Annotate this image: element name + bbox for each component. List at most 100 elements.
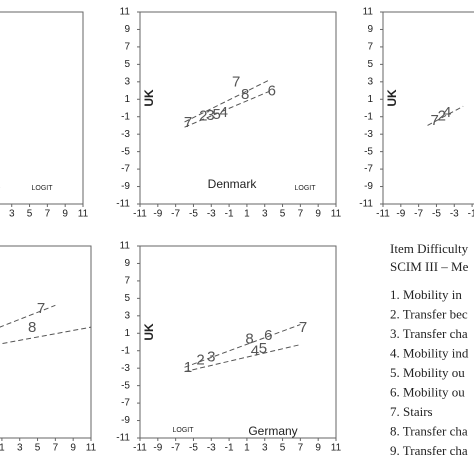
y-tick-label: 3: [367, 76, 373, 87]
legend-subtitle: SCIM III – Me: [390, 259, 469, 274]
y-tick-label: 5: [367, 59, 373, 70]
y-tick-label: 9: [124, 258, 130, 269]
y-tick-label: 1: [124, 94, 130, 105]
y-tick-label: 7: [124, 42, 130, 53]
item-point: 7: [184, 114, 192, 131]
legend-title: Item Difficulty: [390, 241, 469, 256]
x-axis-label: LOGIT: [294, 185, 316, 192]
x-tick-label: 11: [331, 209, 342, 220]
y-tick-label: 7: [367, 42, 373, 53]
x-tick-label: -3: [207, 443, 216, 454]
item-point: 8: [241, 86, 249, 103]
y-axis-label: UK: [142, 89, 156, 107]
y-tick-label: -3: [121, 363, 130, 374]
x-tick-label: 3: [17, 443, 23, 454]
item-point: 8: [28, 319, 36, 336]
y-tick-label: -1: [121, 111, 130, 122]
y-tick-label: 11: [120, 7, 131, 18]
x-tick-label: 3: [9, 209, 15, 220]
item-point: 3: [207, 349, 215, 366]
y-tick-label: 9: [367, 24, 373, 35]
x-axis-label: LOGIT: [172, 427, 194, 434]
legend-item: 3. Transfer cha: [390, 326, 468, 341]
x-tick-label: 7: [298, 443, 304, 454]
y-tick-label: 11: [363, 7, 374, 18]
x-tick-label: 11: [78, 209, 89, 220]
item-point: 1: [184, 359, 192, 376]
x-tick-label: 11: [86, 443, 97, 454]
x-tick-label: -7: [414, 209, 423, 220]
x-tick-label: -7: [171, 209, 180, 220]
y-tick-label: -9: [364, 181, 373, 192]
y-tick-label: -11: [116, 199, 130, 210]
item-point: 4: [251, 343, 259, 360]
x-tick-label: 7: [45, 209, 51, 220]
legend-item: 9. Transfer cha: [390, 443, 468, 458]
x-tick-label: -9: [396, 209, 405, 220]
x-tick-label: 9: [315, 209, 321, 220]
trend-line: [184, 344, 301, 373]
y-tick-label: 5: [124, 59, 130, 70]
legend-box: Item Difficulty SCIM III – Me: [390, 241, 469, 274]
x-tick-label: 1: [0, 443, 5, 454]
x-tick-label: -11: [133, 443, 147, 454]
x-tick-label: -11: [133, 209, 147, 220]
x-tick-label: -3: [207, 209, 216, 220]
x-tick-label: -5: [189, 443, 198, 454]
x-tick-label: 3: [262, 443, 268, 454]
x-tick-label: 11: [331, 443, 342, 454]
item-point: 6: [268, 82, 276, 99]
y-tick-label: 11: [120, 241, 131, 252]
plot-frame: [0, 245, 92, 439]
plot-frame: [0, 11, 84, 205]
legend-item: 5. Mobility ou: [390, 365, 465, 380]
panel-title: Denmark: [208, 177, 258, 191]
panel-title: Germany: [248, 424, 297, 438]
x-tick-label: -1: [225, 209, 234, 220]
item-point: 7: [37, 300, 45, 317]
y-tick-label: -5: [121, 146, 130, 157]
trend-line: [427, 105, 464, 126]
y-axis-label: UK: [142, 323, 156, 341]
y-axis-label: UK: [385, 89, 399, 107]
x-tick-label: 9: [70, 443, 76, 454]
x-tick-label: 5: [280, 443, 286, 454]
y-tick-label: 1: [367, 94, 373, 105]
y-tick-label: -7: [121, 164, 130, 175]
item-point: 6: [264, 327, 272, 344]
item-point: 5: [212, 106, 220, 123]
x-tick-label: 5: [35, 443, 41, 454]
x-tick-label: -3: [450, 209, 459, 220]
plot-frame: [139, 11, 337, 205]
x-tick-label: 5: [280, 209, 286, 220]
y-tick-label: 7: [124, 276, 130, 287]
y-tick-label: -1: [121, 345, 130, 356]
item-point: 2: [196, 351, 204, 368]
trend-line: [0, 326, 92, 345]
legend-item: 6. Mobility ou: [390, 384, 465, 399]
x-tick-label: -1: [225, 443, 234, 454]
x-tick-label: 1: [244, 443, 250, 454]
x-tick-label: -5: [189, 209, 198, 220]
x-tick-label: 7: [298, 209, 304, 220]
item-point: 2: [199, 108, 207, 125]
y-tick-label: 9: [124, 24, 130, 35]
y-tick-label: -1: [364, 111, 373, 122]
legend-item: 7. Stairs: [390, 404, 433, 419]
x-axis-label: LOGIT: [31, 185, 53, 192]
legend-item: 8. Transfer cha: [390, 423, 468, 438]
y-tick-label: -5: [364, 146, 373, 157]
trend-line: [184, 90, 270, 128]
x-tick-label: -7: [171, 443, 180, 454]
item-point: 2: [438, 108, 446, 125]
item-point: 7: [232, 74, 240, 91]
item-point: 7: [299, 319, 307, 336]
x-tick-label: 9: [62, 209, 68, 220]
y-tick-label: -9: [121, 415, 130, 426]
x-tick-label: -1: [468, 209, 474, 220]
y-tick-label: -9: [121, 181, 130, 192]
y-tick-label: -7: [364, 164, 373, 175]
legend-item: 4. Mobility ind: [390, 345, 469, 360]
